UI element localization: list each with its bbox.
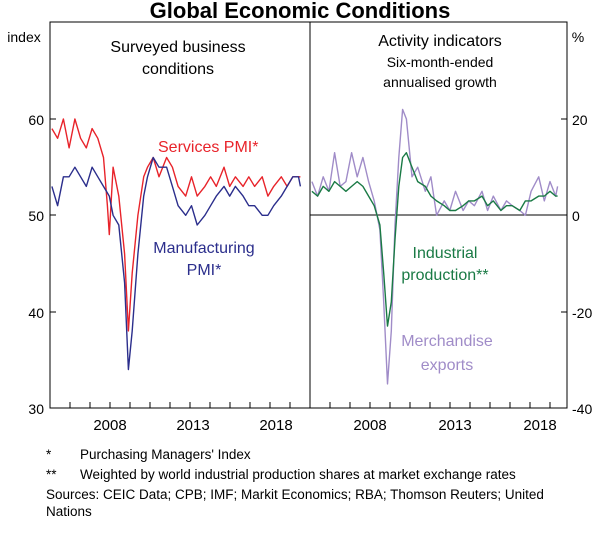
label-manufacturing-line1: Manufacturing bbox=[153, 240, 254, 257]
right-yticks: 20 0 -20 -40 bbox=[572, 112, 592, 417]
chart-title: Global Economic Conditions bbox=[150, 0, 451, 23]
label-industrial-line2: production** bbox=[401, 267, 488, 284]
right-ytick-20: 20 bbox=[572, 112, 588, 128]
left-xtick-2013: 2013 bbox=[176, 417, 209, 434]
footnote-1-mark: * bbox=[46, 447, 52, 462]
left-yticks: 60 50 40 30 bbox=[28, 112, 44, 417]
series-labels: Services PMI* Manufacturing PMI* Industr… bbox=[153, 139, 493, 374]
left-panel-title-line2: conditions bbox=[142, 61, 214, 78]
xtick-marks bbox=[69, 402, 551, 408]
right-ytick-minus40: -40 bbox=[572, 401, 592, 417]
right-xtick-2013: 2013 bbox=[438, 417, 471, 434]
label-exports-line1: Merchandise bbox=[401, 333, 493, 350]
footnote-2: ** Weighted by world industrial producti… bbox=[46, 466, 586, 483]
industrial-production-line bbox=[311, 152, 558, 327]
left-panel-frame bbox=[49, 21, 311, 409]
footnote-2-text: Weighted by world industrial production … bbox=[80, 467, 516, 482]
services-pmi-line bbox=[51, 118, 301, 332]
label-exports-line2: exports bbox=[421, 357, 473, 374]
left-panel-title: Surveyed business conditions bbox=[110, 39, 245, 78]
xtick-labels: 2008 2013 2018 2008 2013 2018 bbox=[93, 417, 556, 434]
label-manufacturing-line2: PMI* bbox=[187, 262, 222, 279]
right-panel-title-line1: Activity indicators bbox=[378, 33, 502, 50]
right-xtick-2018: 2018 bbox=[523, 417, 556, 434]
footnote-1-text: Purchasing Managers' Index bbox=[80, 447, 251, 462]
left-axis-unit: index bbox=[7, 29, 40, 45]
ytick-marks bbox=[50, 118, 567, 313]
series-layer bbox=[51, 108, 559, 385]
footnotes: * Purchasing Managers' Index ** Weighted… bbox=[46, 446, 586, 520]
right-xtick-2008: 2008 bbox=[353, 417, 386, 434]
left-panel-title-line1: Surveyed business bbox=[110, 39, 245, 56]
left-xtick-2008: 2008 bbox=[93, 417, 126, 434]
footnote-2-mark: ** bbox=[46, 467, 57, 482]
right-axis-unit: % bbox=[572, 29, 584, 45]
footnote-1: * Purchasing Managers' Index bbox=[46, 446, 586, 463]
right-ytick-0: 0 bbox=[572, 208, 580, 224]
left-xtick-2018: 2018 bbox=[259, 417, 292, 434]
right-ytick-minus20: -20 bbox=[572, 305, 592, 321]
left-ytick-60: 60 bbox=[28, 112, 44, 128]
left-ytick-30: 30 bbox=[28, 401, 44, 417]
label-industrial-line1: Industrial bbox=[413, 245, 478, 262]
left-ytick-40: 40 bbox=[28, 305, 44, 321]
right-panel-title: Activity indicators Six-month-ended annu… bbox=[378, 33, 502, 90]
manufacturing-pmi-line bbox=[51, 156, 302, 371]
label-services-pmi: Services PMI* bbox=[158, 139, 258, 156]
right-panel-subtitle-line2: annualised growth bbox=[383, 74, 497, 90]
right-panel-subtitle-line1: Six-month-ended bbox=[387, 54, 494, 70]
left-ytick-50: 50 bbox=[28, 208, 44, 224]
sources: Sources: CEIC Data; CPB; IMF; Markit Eco… bbox=[46, 487, 544, 519]
